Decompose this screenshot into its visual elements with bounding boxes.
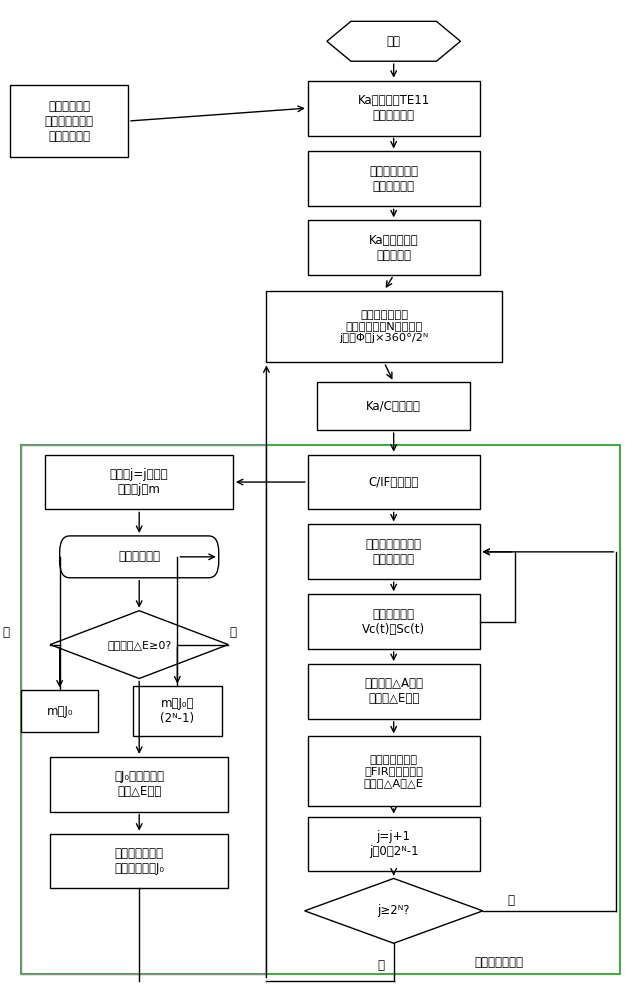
FancyBboxPatch shape [308,455,479,509]
FancyBboxPatch shape [266,291,502,362]
Text: m＝J₀＋
(2ᴺ-1): m＝J₀＋ (2ᴺ-1) [160,697,195,725]
Text: 幅度归一化处理
和FIR低通滤波，
并存储△A和△E: 幅度归一化处理 和FIR低通滤波， 并存储△A和△E [364,755,424,788]
FancyBboxPatch shape [317,382,470,430]
Text: 输出控制信号
Vc(t)和Sc(t): 输出控制信号 Vc(t)和Sc(t) [362,608,425,636]
Text: 是: 是 [378,959,385,972]
Text: 查找方位误差曲
线找到过零点J₀: 查找方位误差曲 线找到过零点J₀ [114,847,164,875]
Text: Ka/C变频模块: Ka/C变频模块 [366,400,421,413]
Polygon shape [327,21,460,61]
Text: 否: 否 [508,894,515,907]
Text: Ka带通滤波和
低噪声放大: Ka带通滤波和 低噪声放大 [369,234,419,262]
FancyBboxPatch shape [60,536,219,578]
Text: 在J₀处确认俧仰
误差△E符号: 在J₀处确认俧仰 误差△E符号 [114,770,164,798]
Polygon shape [50,611,228,679]
Text: 定向耦合器将和
信号分成两路: 定向耦合器将和 信号分成两路 [369,165,418,193]
FancyBboxPatch shape [308,81,479,136]
Text: j≥2ᴺ?: j≥2ᴺ? [378,904,410,917]
Text: 开始: 开始 [387,35,401,48]
FancyBboxPatch shape [50,834,228,888]
Text: C/IF变频模块: C/IF变频模块 [369,476,419,489]
FancyBboxPatch shape [22,690,98,732]
Text: 伺服控制模块
驱动天线仅在方
位角偏半波束: 伺服控制模块 驱动天线仅在方 位角偏半波束 [45,100,93,143]
FancyBboxPatch shape [308,594,479,649]
FancyBboxPatch shape [133,686,222,736]
FancyBboxPatch shape [308,817,479,871]
Polygon shape [305,878,483,943]
Text: 方位误差△A和俧
仰误差△E分离: 方位误差△A和俧 仰误差△E分离 [364,677,423,705]
Text: 俧仰误差△E≥0?: 俧仰误差△E≥0? [107,640,172,650]
FancyBboxPatch shape [308,220,479,275]
Text: 捕获与跟踪模块: 捕获与跟踪模块 [474,956,523,969]
FancyBboxPatch shape [308,151,479,206]
FancyBboxPatch shape [10,85,128,157]
Text: 是: 是 [2,626,9,639]
Text: j=j+1
j厖0～2ᴺ-1: j=j+1 j厖0～2ᴺ-1 [369,830,419,858]
Text: 否: 否 [230,626,237,639]
Text: m＝J₀: m＝J₀ [47,705,73,718]
Text: 校相时j=j，校相
结束时j＝m: 校相时j=j，校相 结束时j＝m [110,468,168,496]
FancyBboxPatch shape [45,455,233,509]
Text: 在轨校相结束: 在轨校相结束 [118,550,160,563]
FancyBboxPatch shape [50,757,228,812]
Text: 载波捕获与跟踪，
载波锁定判断: 载波捕获与跟踪， 载波锁定判断 [365,538,422,566]
Text: 单通道调制模块
和支路相移码N位二进制
j，即Φ＝j×360°/2ᴺ: 单通道调制模块 和支路相移码N位二进制 j，即Φ＝j×360°/2ᴺ [339,310,429,343]
FancyBboxPatch shape [308,524,479,579]
Text: Ka中继天线TE11
模产生和信号: Ka中继天线TE11 模产生和信号 [358,94,430,122]
FancyBboxPatch shape [308,664,479,719]
FancyBboxPatch shape [308,736,479,806]
